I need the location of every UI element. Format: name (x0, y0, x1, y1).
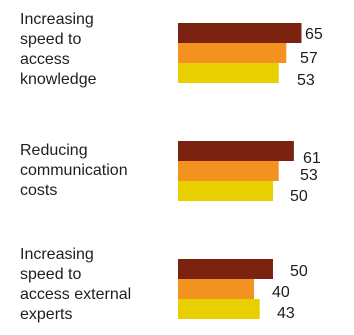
category-label-communication: Reducing communication costs (20, 142, 128, 199)
value-label-cat2-series2: 43 (277, 305, 295, 322)
bar-cat2-series2 (178, 299, 260, 319)
value-label-cat0-series2: 53 (297, 72, 315, 89)
category-label-experts: Increasing speed to access external expe… (20, 246, 132, 323)
bar-cat0-series1 (178, 43, 287, 63)
value-label-cat0-series0: 65 (305, 26, 323, 43)
category-label-knowledge: Increasing speed to access knowledge (20, 11, 97, 88)
value-label-cat2-series0: 50 (290, 263, 308, 280)
bar-cat0-series0 (178, 23, 302, 43)
bar-cat1-series2 (178, 181, 273, 201)
value-label-cat0-series1: 57 (300, 50, 318, 67)
bar-cat2-series1 (178, 279, 254, 299)
bar-cat1-series0 (178, 141, 294, 161)
bar-cat0-series2 (178, 63, 279, 83)
bar-cat1-series1 (178, 161, 279, 181)
value-label-cat1-series0: 61 (303, 150, 321, 167)
value-label-cat1-series1: 53 (300, 167, 318, 184)
value-label-cat2-series1: 40 (272, 284, 290, 301)
value-label-cat1-series2: 50 (290, 188, 308, 205)
bar-cat2-series0 (178, 259, 273, 279)
